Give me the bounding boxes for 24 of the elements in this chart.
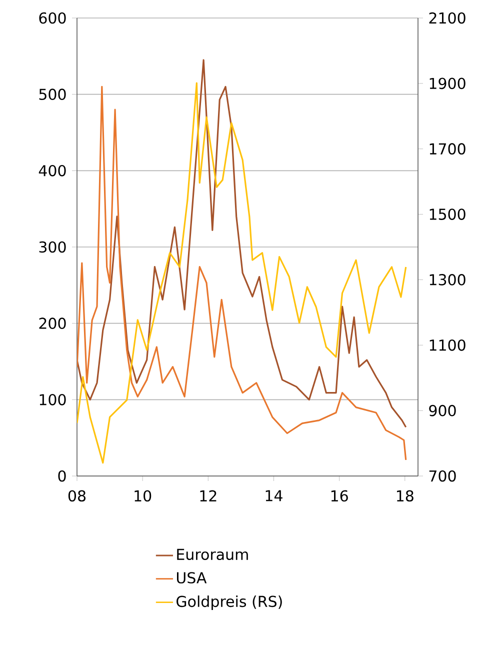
legend-label: Goldpreis (RS) <box>176 595 282 610</box>
y2-tick-label: 900 <box>429 404 456 416</box>
y2-tick-label: 1300 <box>430 274 466 286</box>
x-tick-label: 16 <box>331 490 348 502</box>
y2-tick-label: 1900 <box>430 78 466 90</box>
y2-tick-label: 1100 <box>430 339 466 351</box>
x-tick-label: 10 <box>134 490 152 502</box>
x-tick-label: 14 <box>266 490 282 502</box>
y2-tick-label: 1700 <box>430 143 466 155</box>
y2-tick-label: 700 <box>429 470 456 482</box>
y2-tick-label: 2100 <box>429 12 466 24</box>
x-tick-label: 08 <box>68 490 86 502</box>
x-tick-label: 12 <box>200 490 216 502</box>
y-tick-label: 500 <box>39 88 66 100</box>
legend-label: Euroraum <box>177 548 248 560</box>
y-tick-label: 300 <box>39 241 66 253</box>
y-tick-label: 100 <box>40 394 66 406</box>
x-tick-label: 18 <box>396 490 414 502</box>
y2-tick-label: 1500 <box>430 208 466 220</box>
y-tick-label: 400 <box>38 164 66 176</box>
legend-label: USA <box>176 572 207 584</box>
y-tick-label: 600 <box>39 12 66 24</box>
y-tick-label: 200 <box>39 318 66 330</box>
y-tick-label: 0 <box>58 470 66 482</box>
